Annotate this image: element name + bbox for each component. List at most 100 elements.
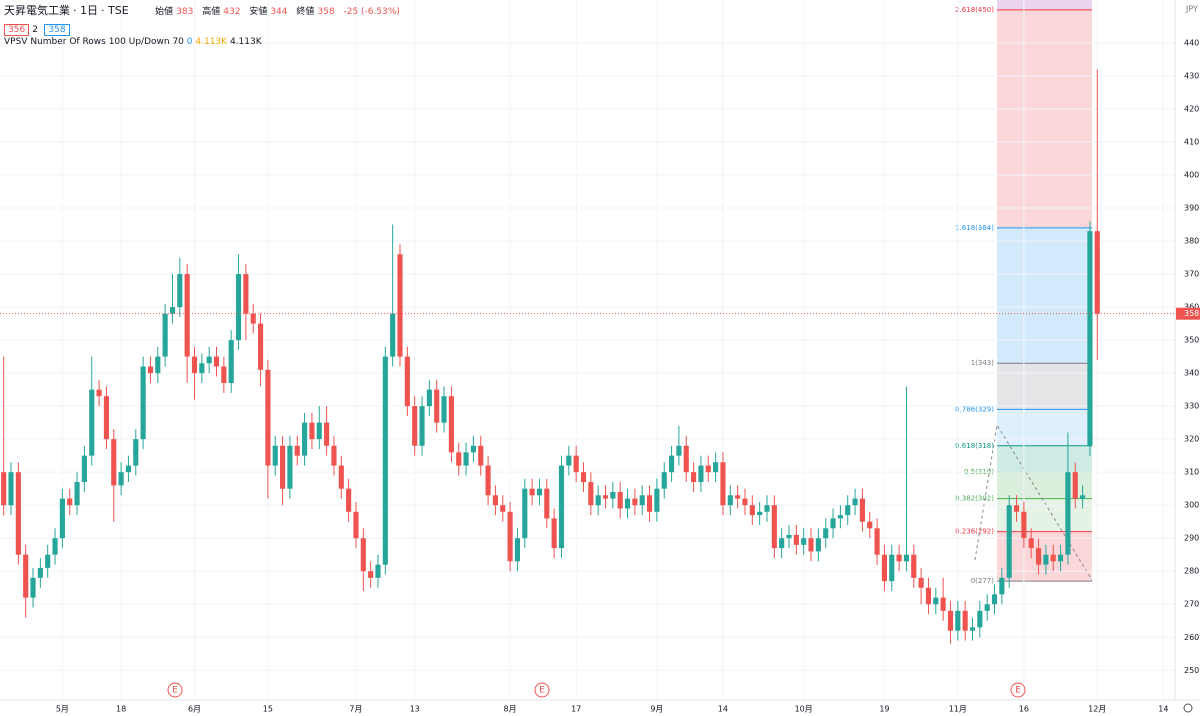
- candle-body: [500, 505, 506, 512]
- y-tick-label: 350: [1184, 336, 1199, 345]
- candle-body: [749, 505, 755, 516]
- candle-body: [37, 567, 43, 578]
- candle-body: [74, 482, 80, 506]
- candle-body: [757, 511, 763, 516]
- x-tick-label: 10月: [795, 705, 813, 714]
- candle-body: [830, 518, 836, 529]
- candle-body: [617, 491, 623, 509]
- event-markers: E E E: [167, 682, 1026, 698]
- candle-body: [456, 452, 462, 466]
- candle-body: [52, 538, 58, 555]
- y-tick-label: 280: [1184, 567, 1199, 576]
- x-tick-label: 19: [879, 705, 889, 714]
- candle-body: [1035, 548, 1042, 565]
- candle-body: [478, 445, 484, 466]
- candle-body: [786, 534, 792, 539]
- y-tick-label: 360: [1184, 303, 1199, 312]
- x-tick-label: 9月: [650, 705, 663, 714]
- candle-body: [346, 488, 352, 512]
- candle-body: [984, 604, 990, 611]
- candle-body: [257, 323, 264, 370]
- y-tick-label: 410: [1184, 137, 1199, 146]
- ask[interactable]: 358: [44, 24, 70, 36]
- candle-body: [368, 571, 374, 578]
- candle-body: [566, 455, 572, 466]
- candle-body: [874, 528, 880, 555]
- fib-zone: [997, 227, 1092, 364]
- candle-body: [793, 534, 799, 545]
- fib-zone: [997, 9, 1092, 228]
- candle-body: [492, 495, 498, 506]
- candle-body: [683, 445, 689, 473]
- bid[interactable]: 356: [4, 24, 30, 36]
- candle-body: [698, 465, 704, 483]
- candle-body: [419, 406, 425, 446]
- header: 天昇電気工業 · 1日 · TSE 始値 383 高値 432 安値 344 終値 358 …: [4, 2, 406, 36]
- settings-icon[interactable]: [1183, 703, 1193, 713]
- candle-body: [558, 465, 565, 549]
- y-tick-label: 330: [1184, 402, 1199, 411]
- candle-body: [45, 554, 51, 568]
- candle-body: [147, 366, 154, 374]
- ohlc-label: 終値: [296, 7, 315, 17]
- candle-body: [925, 587, 932, 605]
- candle-body: [918, 577, 924, 588]
- candle-body: [404, 356, 410, 407]
- candle-body: [1065, 472, 1071, 555]
- candle-body: [228, 340, 234, 384]
- y-tick-label: 290: [1184, 534, 1199, 543]
- candle-body: [382, 356, 388, 565]
- candle-body: [808, 538, 814, 552]
- candle-body: [59, 498, 65, 539]
- indicator-value: 4.113K: [195, 37, 228, 47]
- y-tick-label: 270: [1184, 600, 1199, 609]
- fib-top-zone: [997, 0, 1092, 10]
- candle-body: [610, 491, 616, 499]
- candle-body: [1072, 472, 1078, 499]
- candle-body: [280, 445, 286, 489]
- fib-label: 0.618(318): [955, 442, 994, 450]
- candle-body: [463, 452, 469, 466]
- candle-body: [720, 462, 726, 506]
- candle-body: [89, 389, 95, 456]
- candle-body: [316, 422, 322, 440]
- event-label: E: [1015, 686, 1021, 696]
- candle-body: [67, 498, 73, 506]
- candle-body: [691, 472, 697, 483]
- fib-label: 2.618(450): [955, 6, 994, 14]
- event-marker: [1010, 682, 1026, 698]
- candle-body: [903, 554, 910, 562]
- fib-label: 1(343): [971, 359, 995, 367]
- candle-body: [713, 462, 719, 473]
- event-marker: [534, 682, 550, 698]
- candle-body: [859, 498, 865, 522]
- candle-body: [485, 465, 491, 496]
- fib-group: 2.618(450) 1.618(384) 1(343) 0.786(329) 0.61…: [955, 6, 1092, 585]
- candle-body: [815, 538, 821, 552]
- ohlc-label: 安値: [249, 7, 268, 17]
- candle-body: [676, 445, 682, 456]
- candle-body: [1080, 495, 1086, 499]
- y-tick-label: 380: [1184, 237, 1199, 246]
- fib-zone: [997, 409, 1092, 446]
- candle-body: [669, 455, 675, 473]
- candle-body: [426, 389, 432, 407]
- ohlc-value: 432: [223, 7, 241, 17]
- candle-body: [8, 472, 14, 506]
- candle-body: [470, 445, 476, 453]
- candle-body: [1043, 554, 1049, 565]
- y-tick-label: 400: [1184, 171, 1199, 180]
- candle-body: [580, 472, 587, 483]
- candle-body: [551, 518, 557, 549]
- fib-zone: [997, 363, 1092, 410]
- fib-label: 0.786(329): [955, 405, 994, 413]
- candle-body: [1013, 505, 1020, 512]
- candle-body: [81, 455, 87, 483]
- event-label: E: [172, 686, 178, 696]
- candle-body: [309, 422, 315, 440]
- fib-label: 1.618(384): [955, 224, 994, 232]
- candle-body: [632, 498, 638, 506]
- y-tick-label: 370: [1184, 270, 1199, 279]
- candle-body: [735, 495, 741, 499]
- x-tick-label: 13: [410, 705, 420, 714]
